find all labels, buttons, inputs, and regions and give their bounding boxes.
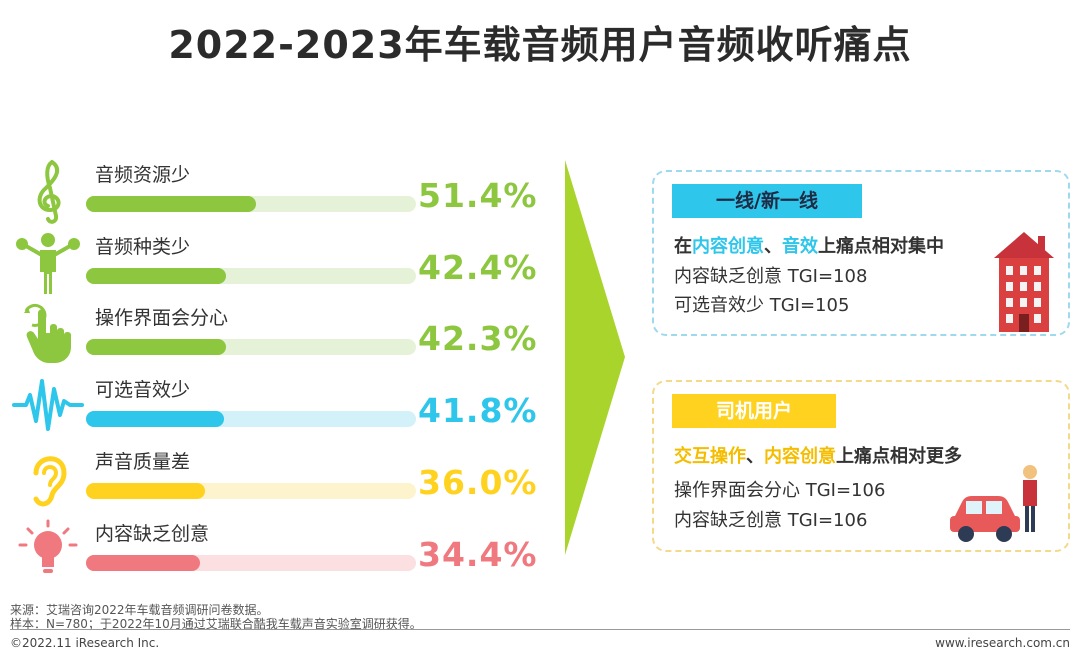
- footer-divider: [10, 629, 1070, 630]
- copyright: ©2022.11 iResearch Inc.: [10, 636, 160, 650]
- bar-value-label: 36.0%: [418, 463, 538, 502]
- panel-tag: 一线/新一线: [672, 184, 862, 218]
- building-icon: [994, 232, 1054, 332]
- bar-label: 操作界面会分心: [95, 307, 229, 329]
- bar-value-label: 51.4%: [418, 176, 538, 215]
- bar-label: 声音质量差: [95, 451, 191, 473]
- bar-label: 内容缺乏创意: [95, 523, 210, 545]
- treble-clef-icon: [37, 160, 61, 224]
- bar-track: [86, 555, 416, 571]
- bar-track: [86, 268, 416, 284]
- bar-row-audio-resources: 音频资源少 51.4%: [0, 160, 537, 224]
- bar-row-audio-variety: 音频种类少 42.4%: [0, 232, 537, 294]
- bar-fill: [86, 411, 224, 427]
- bar-fill: [86, 196, 256, 212]
- panel-tag: 司机用户: [672, 394, 837, 428]
- bar-value-label: 41.8%: [418, 391, 538, 430]
- panel-line: 内容缺乏创意 TGI=106: [674, 510, 868, 531]
- website-link[interactable]: www.iresearch.com.cn: [935, 636, 1070, 650]
- bar-value-label: 34.4%: [418, 535, 538, 574]
- bar-row-sound-effects: 可选音效少 41.8%: [0, 375, 537, 435]
- source-note: 来源：艾瑞咨询2022年车载音频调研问卷数据。: [10, 603, 269, 617]
- driver-car-icon: [950, 465, 1037, 542]
- light-bulb-icon: [18, 519, 78, 573]
- panel-line: 操作界面会分心 TGI=106: [674, 480, 886, 501]
- bar-row-sound-quality: 声音质量差 36.0%: [0, 447, 537, 507]
- bar-row-content-creativity: 内容缺乏创意 34.4%: [0, 519, 537, 579]
- panel-line: 可选音效少 TGI=105: [674, 295, 850, 316]
- bar-track: [86, 411, 416, 427]
- bar-value-label: 42.4%: [418, 248, 538, 287]
- bar-label: 音频种类少: [95, 236, 191, 258]
- bar-value-label: 42.3%: [418, 319, 538, 358]
- sound-wave-icon: [12, 379, 84, 431]
- bar-fill: [86, 483, 205, 499]
- panel-headline: 交互操作、内容创意上痛点相对更多: [674, 446, 962, 467]
- musician-icon: [16, 233, 80, 294]
- bar-row-ui-distraction: 操作界面会分心 42.3%: [0, 303, 537, 363]
- bar-label: 音频资源少: [95, 164, 191, 186]
- right-arrow-icon: [565, 160, 625, 555]
- bar-fill: [86, 268, 226, 284]
- touch-hand-icon: [24, 303, 71, 363]
- tier1-city-panel: 一线/新一线 在内容创意、音效上痛点相对集中 内容缺乏创意 TGI=108 可选…: [652, 170, 1070, 336]
- page-title: 2022-2023年车载音频用户音频收听痛点: [168, 23, 912, 67]
- bar-track: [86, 339, 416, 355]
- ear-icon: [33, 456, 67, 507]
- bar-fill: [86, 555, 200, 571]
- panel-headline: 在内容创意、音效上痛点相对集中: [674, 236, 944, 257]
- bar-fill: [86, 339, 226, 355]
- bar-track: [86, 483, 416, 499]
- bar-label: 可选音效少: [95, 379, 191, 401]
- driver-user-panel: 司机用户 交互操作、内容创意上痛点相对更多 操作界面会分心 TGI=106 内容…: [652, 380, 1070, 552]
- bar-track: [86, 196, 416, 212]
- sample-note: 样本：N=780；于2022年10月通过艾瑞联合酷我车载声音实验室调研获得。: [10, 617, 422, 631]
- panel-line: 内容缺乏创意 TGI=108: [674, 266, 868, 287]
